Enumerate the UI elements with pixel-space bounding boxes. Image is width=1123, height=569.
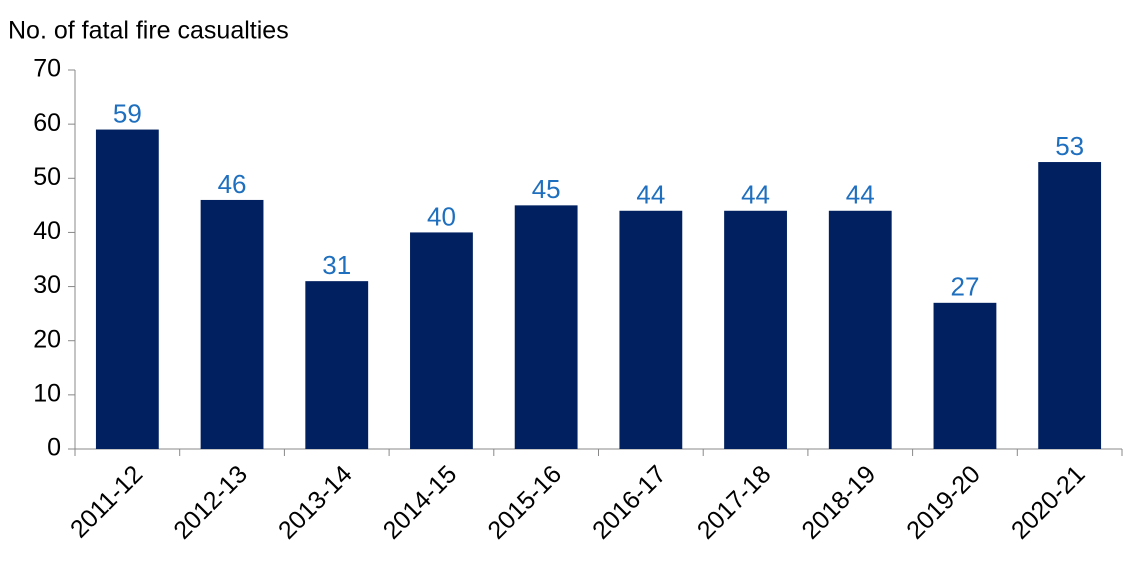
bar — [724, 210, 787, 449]
bar — [200, 199, 264, 449]
bar — [828, 210, 892, 449]
axis-title: No. of fatal fire casualties — [8, 17, 289, 45]
bar — [619, 210, 683, 449]
bar — [933, 302, 997, 449]
data-label: 44 — [636, 180, 665, 210]
data-label: 31 — [322, 250, 351, 280]
data-label: 53 — [1055, 131, 1084, 161]
y-tick-label: 10 — [33, 379, 61, 407]
y-tick-label: 60 — [33, 109, 61, 137]
data-label: 44 — [741, 180, 770, 210]
x-tick-label: 2015-16 — [482, 460, 567, 545]
y-tick-label: 30 — [33, 271, 61, 299]
data-label: 40 — [427, 201, 456, 231]
x-tick-label: 2013-14 — [273, 460, 358, 545]
bar — [410, 232, 473, 449]
y-tick-label: 50 — [33, 163, 61, 191]
x-tick-label: 2017-18 — [692, 460, 777, 545]
x-tick-label: 2012-13 — [168, 460, 253, 545]
x-tick-label: 2011-12 — [65, 460, 148, 543]
bar — [305, 281, 369, 449]
bar — [514, 205, 578, 449]
bar — [1038, 162, 1102, 450]
y-tick-label: 40 — [33, 217, 61, 245]
x-tick-label: 2016-17 — [587, 460, 672, 545]
x-tick-label: 2014-15 — [378, 460, 463, 545]
y-tick-label: 70 — [33, 55, 61, 83]
data-label: 59 — [113, 98, 142, 128]
x-tick-label: 2018-19 — [796, 460, 881, 545]
data-label: 27 — [950, 272, 979, 302]
y-tick-label: 20 — [33, 325, 61, 353]
data-label: 45 — [532, 174, 561, 204]
data-label: 46 — [218, 169, 247, 199]
x-tick-label: 2019-20 — [901, 460, 986, 545]
data-label: 44 — [846, 180, 875, 210]
bar — [95, 129, 159, 450]
x-tick-label: 2020-21 — [1006, 460, 1091, 545]
y-tick-label: 0 — [47, 434, 61, 462]
